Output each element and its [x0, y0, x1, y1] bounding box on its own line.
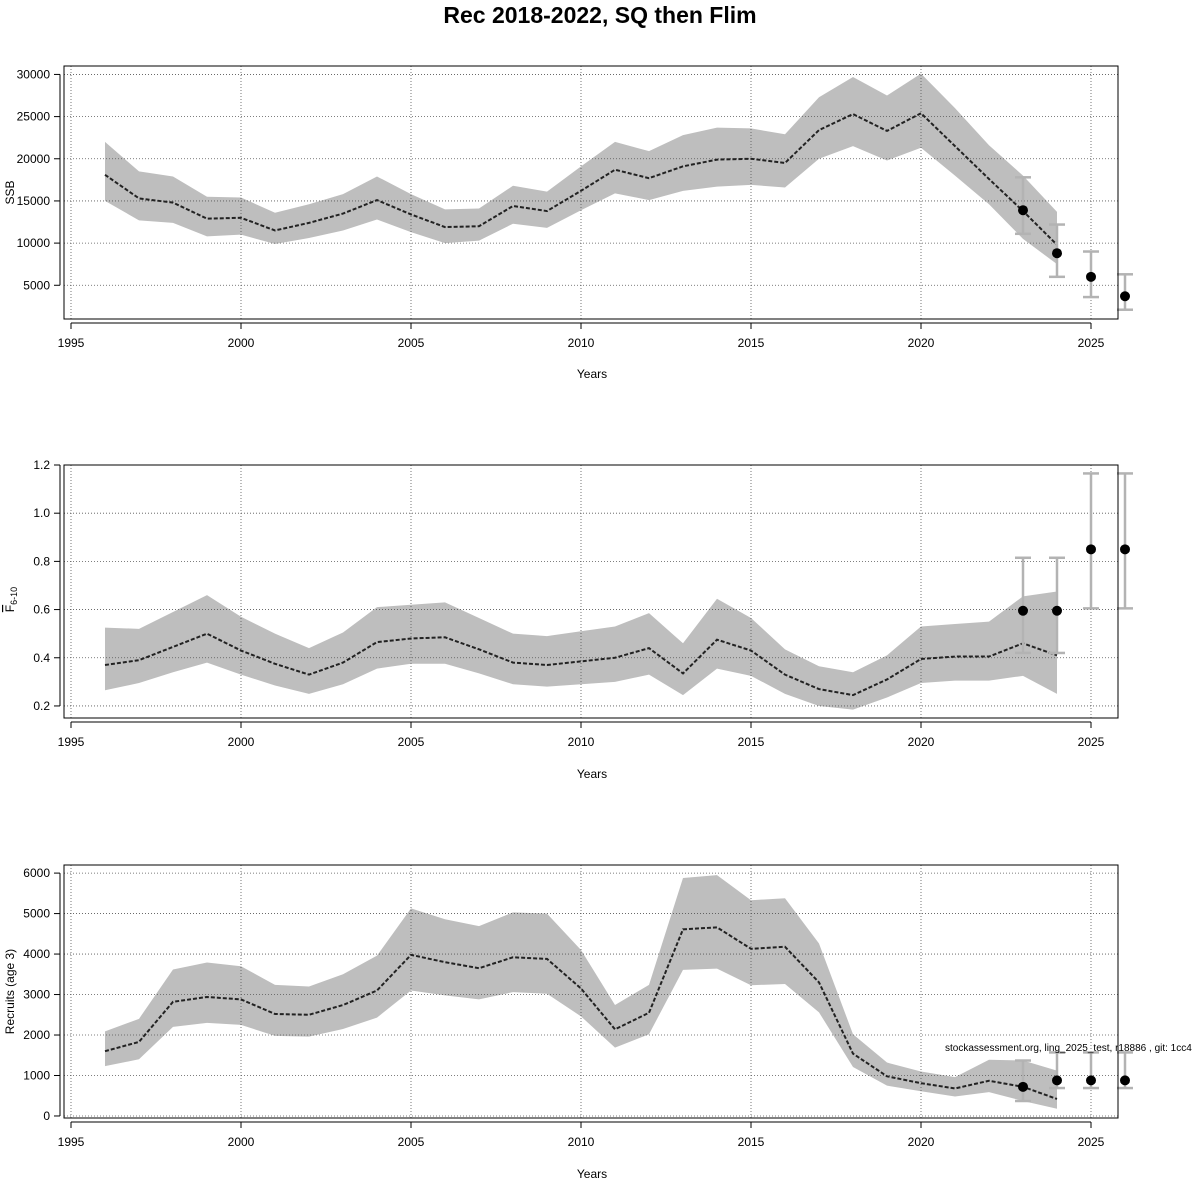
y-tick-label: 4000 [23, 947, 50, 961]
y-axis-label: Recruits (age 3) [3, 949, 17, 1034]
forecast-point [1086, 544, 1096, 555]
y-tick-label: 1000 [23, 1068, 50, 1082]
y-tick-label: 0.4 [33, 651, 50, 665]
x-tick-label: 2000 [228, 336, 255, 350]
y-tick-label: 25000 [17, 110, 51, 124]
y-tick-label: 0.6 [33, 603, 50, 617]
x-tick-label: 2010 [568, 1135, 595, 1149]
forecast-point [1086, 1075, 1096, 1086]
y-tick-label: 30000 [17, 67, 51, 81]
x-tick-label: 2025 [1078, 735, 1105, 749]
x-axis-label: Years [577, 1167, 607, 1181]
forecast-point [1052, 1075, 1062, 1086]
y-axis-label: SSB [3, 180, 17, 204]
x-tick-label: 2005 [398, 735, 425, 749]
x-tick-label: 2005 [398, 336, 425, 350]
y-tick-label: 20000 [17, 152, 51, 166]
x-tick-label: 2015 [738, 336, 765, 350]
x-tick-label: 2000 [228, 1135, 255, 1149]
x-tick-label: 2025 [1078, 336, 1105, 350]
chart-title: Rec 2018-2022, SQ then Flim [443, 2, 757, 28]
x-tick-label: 1995 [58, 336, 85, 350]
forecast-point [1018, 205, 1028, 216]
y-axis-label: F6-10 [3, 587, 19, 612]
x-tick-label: 2010 [568, 735, 595, 749]
x-tick-label: 2020 [908, 1135, 935, 1149]
y-tick-label: 2000 [23, 1028, 50, 1042]
y-tick-label: 1.2 [33, 458, 50, 472]
x-axis-label: Years [577, 767, 607, 781]
estimate-line [104, 632, 1058, 697]
y-tick-label: 10000 [17, 236, 51, 250]
forecast-point [1120, 1075, 1130, 1086]
forecast-point [1052, 605, 1062, 616]
x-tick-label: 1995 [58, 1135, 85, 1149]
x-tick-label: 2010 [568, 336, 595, 350]
confidence-band [105, 591, 1057, 710]
x-axis-label: Years [577, 367, 607, 381]
x-tick-label: 2020 [908, 735, 935, 749]
forecast-point [1018, 605, 1028, 616]
forecast-point [1018, 1081, 1028, 1092]
forecast-point [1086, 271, 1096, 282]
x-tick-label: 1995 [58, 735, 85, 749]
y-tick-label: 5000 [23, 278, 50, 292]
recruits-panel: 1995 2000 2005 2010 2015 2020 2025 0 1000 2000 300… [3, 864, 1133, 1181]
plot-frame [63, 464, 1119, 719]
forecast-point [1052, 248, 1062, 259]
estimate-line [104, 112, 1058, 246]
ssb-panel: 1995 2000 2005 2010 2015 2020 2025 5000 10000 150… [3, 65, 1133, 381]
y-tick-label: 3000 [23, 988, 50, 1002]
y-tick-label: 0.2 [33, 699, 50, 713]
x-tick-label: 2020 [908, 336, 935, 350]
y-tick-label: 1.0 [33, 506, 50, 520]
plot-frame [63, 864, 1119, 1119]
y-tick-label: 0.8 [33, 554, 50, 568]
watermark-text: stockassessment.org, ling_2025_test, r18… [945, 1043, 1192, 1054]
fbar-panel: 1995 2000 2005 2010 2015 2020 2025 0.2 0.4 0.6 0.8… [3, 458, 1133, 781]
forecast-point [1120, 291, 1130, 302]
x-tick-label: 2015 [738, 735, 765, 749]
y-tick-label: 5000 [23, 907, 50, 921]
x-tick-label: 2005 [398, 1135, 425, 1149]
y-tick-label: 6000 [23, 866, 50, 880]
y-tick-label: 0 [43, 1109, 50, 1123]
y-tick-label: 15000 [17, 194, 51, 208]
x-tick-label: 2025 [1078, 1135, 1105, 1149]
x-tick-label: 2000 [228, 735, 255, 749]
estimate-line [104, 926, 1058, 1100]
x-tick-label: 2015 [738, 1135, 765, 1149]
forecast-point [1120, 544, 1130, 555]
plot-frame [63, 65, 1119, 320]
